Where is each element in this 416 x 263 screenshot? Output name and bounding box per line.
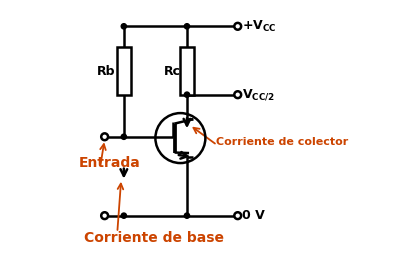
Circle shape xyxy=(234,23,241,30)
Circle shape xyxy=(234,91,241,98)
Text: V$_{\mathregular{CC/2}}$: V$_{\mathregular{CC/2}}$ xyxy=(243,87,275,102)
Circle shape xyxy=(101,133,108,140)
Circle shape xyxy=(121,213,126,218)
Circle shape xyxy=(121,134,126,139)
Text: Rb: Rb xyxy=(97,64,115,78)
Circle shape xyxy=(184,24,190,29)
Bar xyxy=(180,47,194,95)
Text: Corriente de colector: Corriente de colector xyxy=(216,137,348,147)
Text: +V$_{\mathregular{CC}}$: +V$_{\mathregular{CC}}$ xyxy=(243,19,277,34)
Bar xyxy=(116,47,131,95)
Text: Rc: Rc xyxy=(164,64,181,78)
Text: Corriente de base: Corriente de base xyxy=(84,231,224,245)
Circle shape xyxy=(184,213,190,218)
Circle shape xyxy=(234,212,241,219)
Text: Entrada: Entrada xyxy=(79,156,141,170)
Circle shape xyxy=(101,212,108,219)
Circle shape xyxy=(121,24,126,29)
Circle shape xyxy=(184,92,190,97)
Text: 0 V: 0 V xyxy=(243,209,265,222)
